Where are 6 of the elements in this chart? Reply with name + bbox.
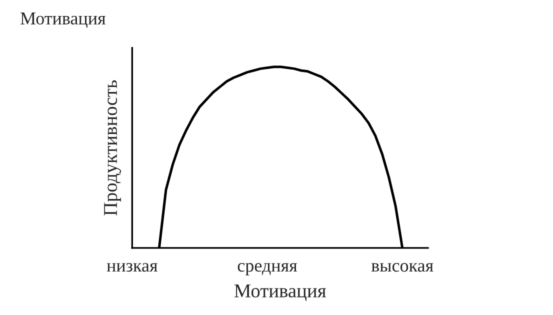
x-tick-label: средняя	[238, 263, 298, 276]
x-axis-title: Мотивация	[234, 284, 326, 301]
x-tick-label: высокая	[371, 263, 434, 272]
y-axis-title: Продуктивность	[104, 80, 122, 216]
chart-title: Мотивация	[20, 12, 106, 28]
x-tick-label: низкая	[106, 263, 158, 272]
